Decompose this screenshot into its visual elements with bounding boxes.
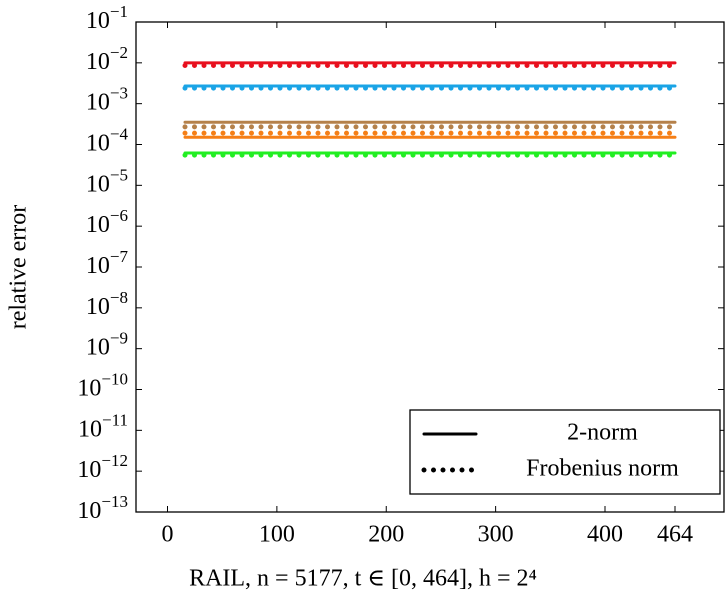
y-tick-label: 10−13 — [77, 492, 128, 524]
y-tick-label: 10−5 — [86, 165, 128, 197]
x-tick-label: 400 — [587, 522, 623, 548]
y-tick-label: 10−12 — [77, 451, 128, 483]
y-tick-label: 10−8 — [86, 288, 128, 320]
y-tick-label: 10−2 — [86, 43, 128, 75]
x-tick-label: 200 — [368, 522, 404, 548]
legend-label: Frobenius norm — [526, 456, 679, 482]
legend-label: 2-norm — [567, 420, 638, 446]
y-tick-label: 10−6 — [86, 206, 128, 238]
x-tick-label: 300 — [478, 522, 514, 548]
y-tick-label: 10−4 — [86, 124, 129, 156]
y-tick-label: 10−10 — [77, 369, 128, 401]
x-tick-label: 100 — [259, 522, 295, 548]
y-tick-label: 10−7 — [86, 247, 129, 279]
y-tick-label: 10−11 — [78, 410, 128, 442]
x-tick-label: 0 — [162, 522, 174, 548]
legend-box — [409, 409, 721, 495]
y-axis-label: relative error — [6, 205, 32, 330]
x-tick-label: 464 — [657, 522, 693, 548]
x-axis-label: RAIL, n = 5177, t ∈ [0, 464], h = 2⁴ — [189, 566, 537, 592]
y-tick-label: 10−3 — [86, 84, 128, 116]
y-tick-label: 10−1 — [86, 2, 128, 34]
y-tick-label: 10−9 — [86, 329, 128, 361]
